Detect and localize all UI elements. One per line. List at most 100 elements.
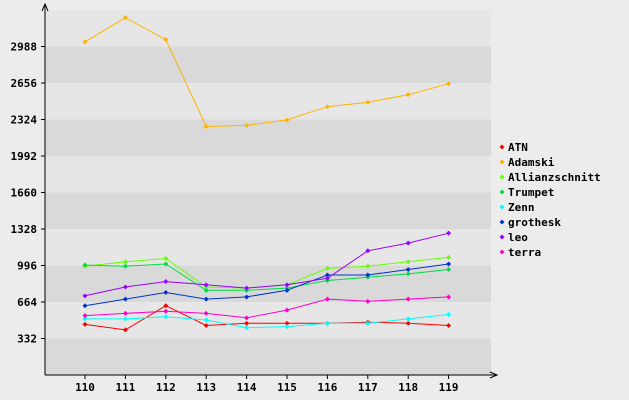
data-point <box>244 122 250 128</box>
data-point <box>284 307 290 313</box>
data-point <box>122 263 128 269</box>
series-line <box>84 296 449 319</box>
data-point <box>446 294 452 300</box>
data-point <box>405 296 411 302</box>
data-point <box>284 282 290 288</box>
x-tick-label: 114 <box>237 381 257 394</box>
data-point <box>324 265 330 271</box>
grid-band <box>45 46 491 83</box>
legend-marker <box>499 234 505 240</box>
grid-band <box>45 83 491 120</box>
legend-label: Zenn <box>508 201 535 214</box>
data-point <box>324 104 330 110</box>
data-point <box>284 117 290 123</box>
y-axis-arrow <box>41 2 49 12</box>
series-lines <box>82 15 452 333</box>
legend-marker <box>499 174 505 180</box>
legend-item: Allianzschnitt <box>499 171 601 184</box>
legend-marker <box>499 204 505 210</box>
data-point <box>446 323 452 329</box>
series-zenn <box>82 312 452 331</box>
legend-item: Adamski <box>499 156 555 169</box>
x-tick-label: 111 <box>115 381 135 394</box>
legend-item: ATN <box>499 141 528 154</box>
legend-label: Adamski <box>508 156 555 169</box>
legend-marker <box>499 249 505 255</box>
data-point <box>163 37 169 43</box>
data-point <box>163 279 169 285</box>
data-point <box>244 294 250 300</box>
data-point <box>203 323 209 329</box>
data-point <box>324 320 330 326</box>
x-tick-label: 117 <box>358 381 378 394</box>
data-point <box>324 296 330 302</box>
y-tick-label: 996 <box>17 260 37 273</box>
data-point <box>446 254 452 260</box>
y-tick-label: 1992 <box>11 150 38 163</box>
legend-marker <box>499 144 505 150</box>
grid-band <box>45 10 491 47</box>
x-tick-label: 112 <box>156 381 176 394</box>
series-terra <box>82 294 452 321</box>
y-tick-label: 2988 <box>11 41 38 54</box>
grid-band <box>45 265 491 302</box>
legend-label: grothesk <box>508 216 561 229</box>
data-point <box>203 310 209 316</box>
data-point <box>122 296 128 302</box>
series-line <box>84 263 449 307</box>
data-point <box>203 317 209 323</box>
data-point <box>82 262 88 268</box>
data-point <box>244 320 250 326</box>
legend-marker <box>499 159 505 165</box>
grid-band <box>45 302 491 339</box>
legend-label: Allianzschnitt <box>508 171 601 184</box>
data-point <box>405 92 411 98</box>
data-point <box>163 303 169 309</box>
data-point <box>365 298 371 304</box>
data-point <box>365 99 371 105</box>
data-point <box>122 259 128 265</box>
series-line <box>84 232 449 297</box>
series-grothesk <box>82 261 452 309</box>
legend-label: Trumpet <box>508 186 554 199</box>
data-point <box>446 81 452 87</box>
y-tick-label: 2324 <box>11 114 38 127</box>
x-tick-label: 110 <box>75 381 95 394</box>
y-tick-label: 1660 <box>11 187 38 200</box>
legend-marker <box>499 189 505 195</box>
data-point <box>405 316 411 322</box>
x-tick-label: 115 <box>277 381 297 394</box>
grid-band <box>45 229 491 266</box>
grid-bands <box>45 10 491 375</box>
data-point <box>405 271 411 277</box>
data-point <box>82 303 88 309</box>
legend: ATN Adamski Allianzschnitt Trumpet Zenn groth… <box>499 141 601 259</box>
data-point <box>122 327 128 333</box>
grid-band <box>45 192 491 229</box>
legend-label: ATN <box>508 141 528 154</box>
x-tick-label: 119 <box>439 381 459 394</box>
data-point <box>82 39 88 45</box>
series-line <box>84 17 449 128</box>
data-point <box>203 124 209 130</box>
grid-band <box>45 156 491 193</box>
y-tick-label: 664 <box>17 296 37 309</box>
y-axis-ticks: 332 664 996 1328 1660 1992 2324 2656 2988 <box>11 41 45 346</box>
legend-marker <box>499 219 505 225</box>
data-point <box>122 310 128 316</box>
data-point <box>284 324 290 330</box>
data-point <box>405 240 411 246</box>
legend-item: grothesk <box>499 216 561 229</box>
data-point <box>122 316 128 322</box>
legend-label: terra <box>508 246 541 259</box>
legend-label: leo <box>508 231 528 244</box>
legend-item: terra <box>499 246 541 259</box>
data-point <box>405 266 411 272</box>
data-point <box>284 287 290 293</box>
data-point <box>122 284 128 290</box>
data-point <box>203 296 209 302</box>
data-point <box>203 282 209 288</box>
data-point <box>163 261 169 267</box>
data-point <box>365 320 371 326</box>
